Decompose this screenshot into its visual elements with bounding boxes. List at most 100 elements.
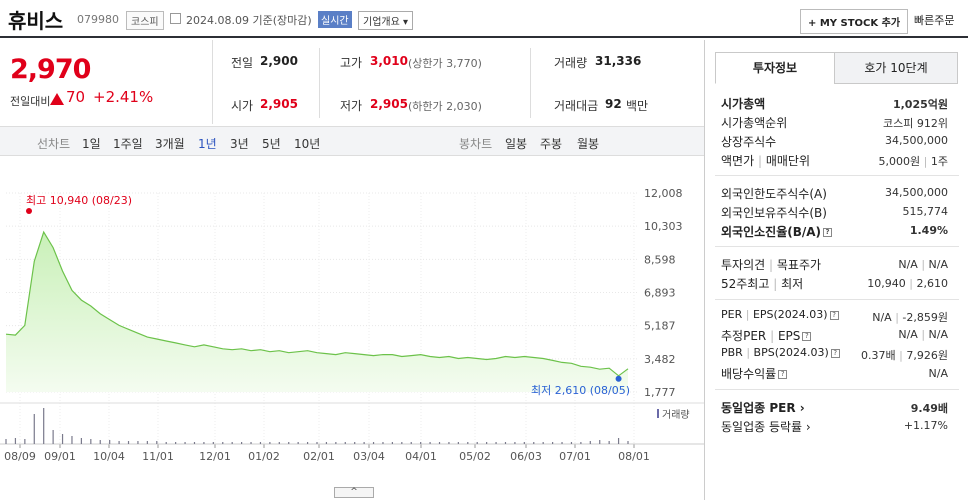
tab-invest-info[interactable]: 투자정보 [715,52,835,84]
volume-bar [24,439,26,444]
x-tick-label: 09/01 [44,450,76,463]
industry-per-label[interactable]: 동일업종 PER › [721,401,805,415]
period-3y[interactable]: 3년 [230,137,249,151]
volume-value: 31,336 [595,54,642,68]
volume-bar [165,442,167,444]
industry-rate-label[interactable]: 동일업종 등락률 › [721,420,811,434]
market-badge: 코스피 [126,11,164,30]
x-tick-label: 12/01 [199,450,231,463]
volume-bar [457,442,459,444]
open-label: 시가 [231,99,254,113]
price-change-pct: +2.41% [93,88,154,106]
volume-bar [222,442,224,444]
x-tick-label: 07/01 [559,450,591,463]
volume-bar [269,442,271,444]
help-icon[interactable]: ? [802,332,812,341]
x-tick-label: 08/09 [4,450,36,463]
candle-monthly[interactable]: 월봉 [577,137,600,151]
quick-order-link[interactable]: 빠른주문 [914,14,955,27]
dividend-value: N/A [928,367,948,380]
divider [319,48,320,118]
industry-per-value: 9.49배 [910,402,948,415]
period-10y[interactable]: 10년 [294,137,321,151]
volume-bar [448,442,450,444]
volume-bar [5,439,7,444]
period-1d[interactable]: 1일 [82,137,101,151]
volume-bar [250,442,252,444]
rank-label: 시가총액순위 [721,116,788,130]
calendar-icon [170,13,181,24]
amount-unit: 백만 [626,99,649,113]
y-tick-label: 3,482 [644,353,676,366]
volume-bar [495,442,497,444]
volume-bar [354,442,356,444]
quote-summary: 전일 2,900 시가 2,905 고가 3,010 (상한가 3,770) 저… [212,40,704,124]
volume-bar [109,440,111,444]
foreign-hold-value: 515,774 [902,205,949,218]
y-tick-label: 5,187 [644,320,676,333]
industry-rate-value: +1.17% [903,419,948,432]
period-1w[interactable]: 1주일 [113,137,143,151]
volume-bar [344,442,346,444]
volume-legend-label: 거래량 [662,409,690,421]
open-value: 2,905 [260,97,298,111]
volume-bar [589,441,591,444]
x-tick-label: 01/02 [248,450,280,463]
price-change: 70 [66,88,86,106]
prev-close-value: 2,900 [260,54,298,68]
volume-bar [467,442,469,444]
price-chart-svg: 12,008 10,303 8,598 6,893 5,187 3,482 1,777 08/… [0,187,704,463]
divider [715,389,959,390]
volume-bar [617,438,620,444]
volume-bar [372,442,375,444]
per-eps-label: PER | EPS(2024.03)? [721,308,839,321]
collapse-chart-button[interactable]: ^ [334,487,374,498]
quote-date: 2024.08.09 기준(장마감) [186,14,312,27]
week52-label: 52주최고 | 최저 [721,277,804,291]
volume-bar [363,442,365,444]
volume-bar [90,439,92,444]
volume-bar [203,442,205,444]
volume-bar [127,441,130,444]
candle-weekly[interactable]: 주봉 [540,137,563,151]
pbr-bps-label: PBR | BPS(2024.03)? [721,346,840,359]
volume-bar [33,414,35,444]
x-tick-label: 03/04 [353,450,385,463]
company-info-dropdown[interactable]: 기업개요 ▾ [358,11,413,30]
up-triangle-icon [50,93,64,105]
volume-bar [316,442,318,444]
volume-bar [80,438,82,444]
candle-daily[interactable]: 일봉 [505,137,528,151]
prev-close-label: 전일 [231,56,254,70]
volume-bar [627,441,629,444]
volume-label: 거래량 [554,56,588,70]
high-annotation: 최고 10,940 (08/23) [26,194,132,207]
help-icon[interactable]: ? [778,370,788,379]
volume-bar [231,442,233,444]
period-5y[interactable]: 5년 [262,137,281,151]
foreign-ratio-label: 외국인소진율(B/A)? [721,223,833,240]
help-icon[interactable]: ? [823,228,833,237]
volume-bar [410,442,412,444]
volume-bar [382,442,384,444]
volume-bar [71,436,73,444]
stock-header: 휴비스 079980 코스피 2024.08.09 기준(장마감) 실시간 기업… [0,0,968,38]
help-icon[interactable]: ? [830,348,840,358]
volume-bar [61,434,64,444]
divider [715,175,959,176]
low-value: 2,905 [370,97,408,111]
add-my-stock-button[interactable]: + MY STOCK 추가 [800,9,909,34]
volume-bar [476,442,478,444]
y-tick-label: 6,893 [644,287,676,300]
x-tick-label: 04/01 [405,450,437,463]
period-3m[interactable]: 3개월 [155,137,185,151]
help-icon[interactable]: ? [829,310,839,320]
x-tick-label: 02/01 [303,450,335,463]
period-1y[interactable]: 1년 [198,137,217,151]
volume-bar [542,442,544,444]
tab-hoga[interactable]: 호가 10단계 [834,52,958,84]
volume-bar [278,442,280,444]
realtime-button[interactable]: 실시간 [318,11,352,28]
upper-limit: (상한가 3,770) [408,57,482,70]
volume-bar [580,442,582,444]
